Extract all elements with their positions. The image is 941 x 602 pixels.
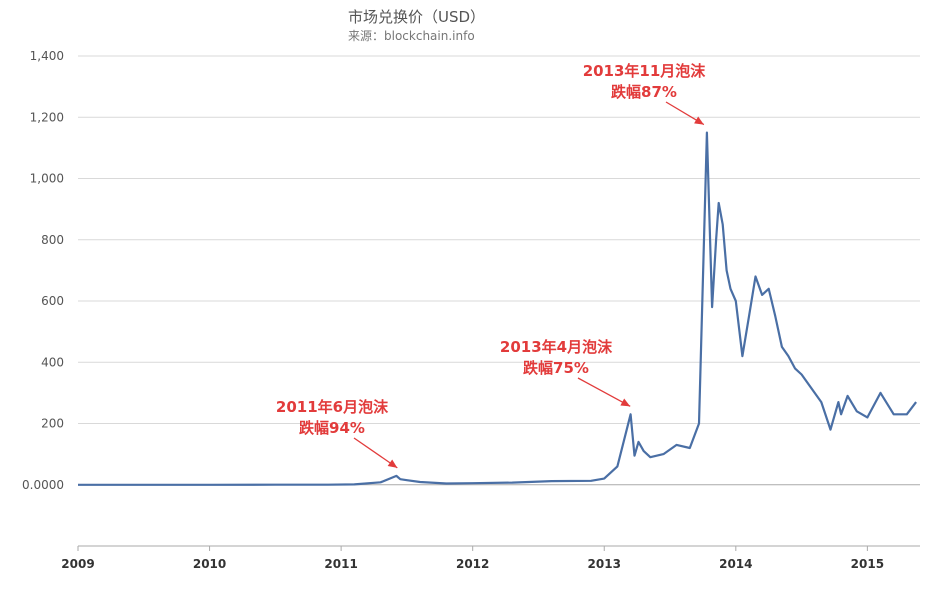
x-tick-label: 2011 xyxy=(324,557,357,571)
annotation-drop: 跌幅75% xyxy=(523,359,589,377)
x-tick-label: 2010 xyxy=(193,557,226,571)
annotation-drop: 跌幅87% xyxy=(611,83,677,101)
annotation-drop: 跌幅94% xyxy=(299,419,365,437)
x-tick-label: 2013 xyxy=(588,557,621,571)
annotation-title: 2013年4月泡沫 xyxy=(500,338,613,356)
price-series xyxy=(78,131,917,486)
x-tick-label: 2015 xyxy=(851,557,884,571)
chart-source: 来源：blockchain.info xyxy=(348,29,475,43)
chart-title: 市场兑换价（USD） xyxy=(348,8,485,26)
grid-lines xyxy=(78,55,920,547)
x-tick-label: 2009 xyxy=(61,557,94,571)
y-tick-label: 1,200 xyxy=(30,110,64,124)
x-tick-label: 2014 xyxy=(719,557,752,571)
y-tick-label: 400 xyxy=(41,355,64,369)
x-axis-ticks: 2009 2010 2011 2012 2013 2014 2015 xyxy=(61,546,884,571)
annotation-arrowhead xyxy=(694,116,704,125)
annotation-title: 2011年6月泡沫 xyxy=(276,398,389,416)
y-tick-label: 1,400 xyxy=(30,49,64,63)
y-tick-label: 200 xyxy=(41,417,64,431)
price-line xyxy=(78,131,917,486)
y-tick-label: 1,000 xyxy=(30,172,64,186)
y-tick-label: 600 xyxy=(41,294,64,308)
y-axis-ticks: 0.0000 200 400 600 800 1,000 1,200 1,400 xyxy=(22,49,64,492)
y-tick-label: 800 xyxy=(41,233,64,247)
annotation-arrowhead xyxy=(620,398,631,407)
annotation-arrow-line xyxy=(577,377,631,407)
annotation-title: 2013年11月泡沫 xyxy=(583,62,707,80)
x-tick-label: 2012 xyxy=(456,557,489,571)
annotation-arrowhead xyxy=(387,459,398,468)
y-tick-label: 0.0000 xyxy=(22,478,64,492)
